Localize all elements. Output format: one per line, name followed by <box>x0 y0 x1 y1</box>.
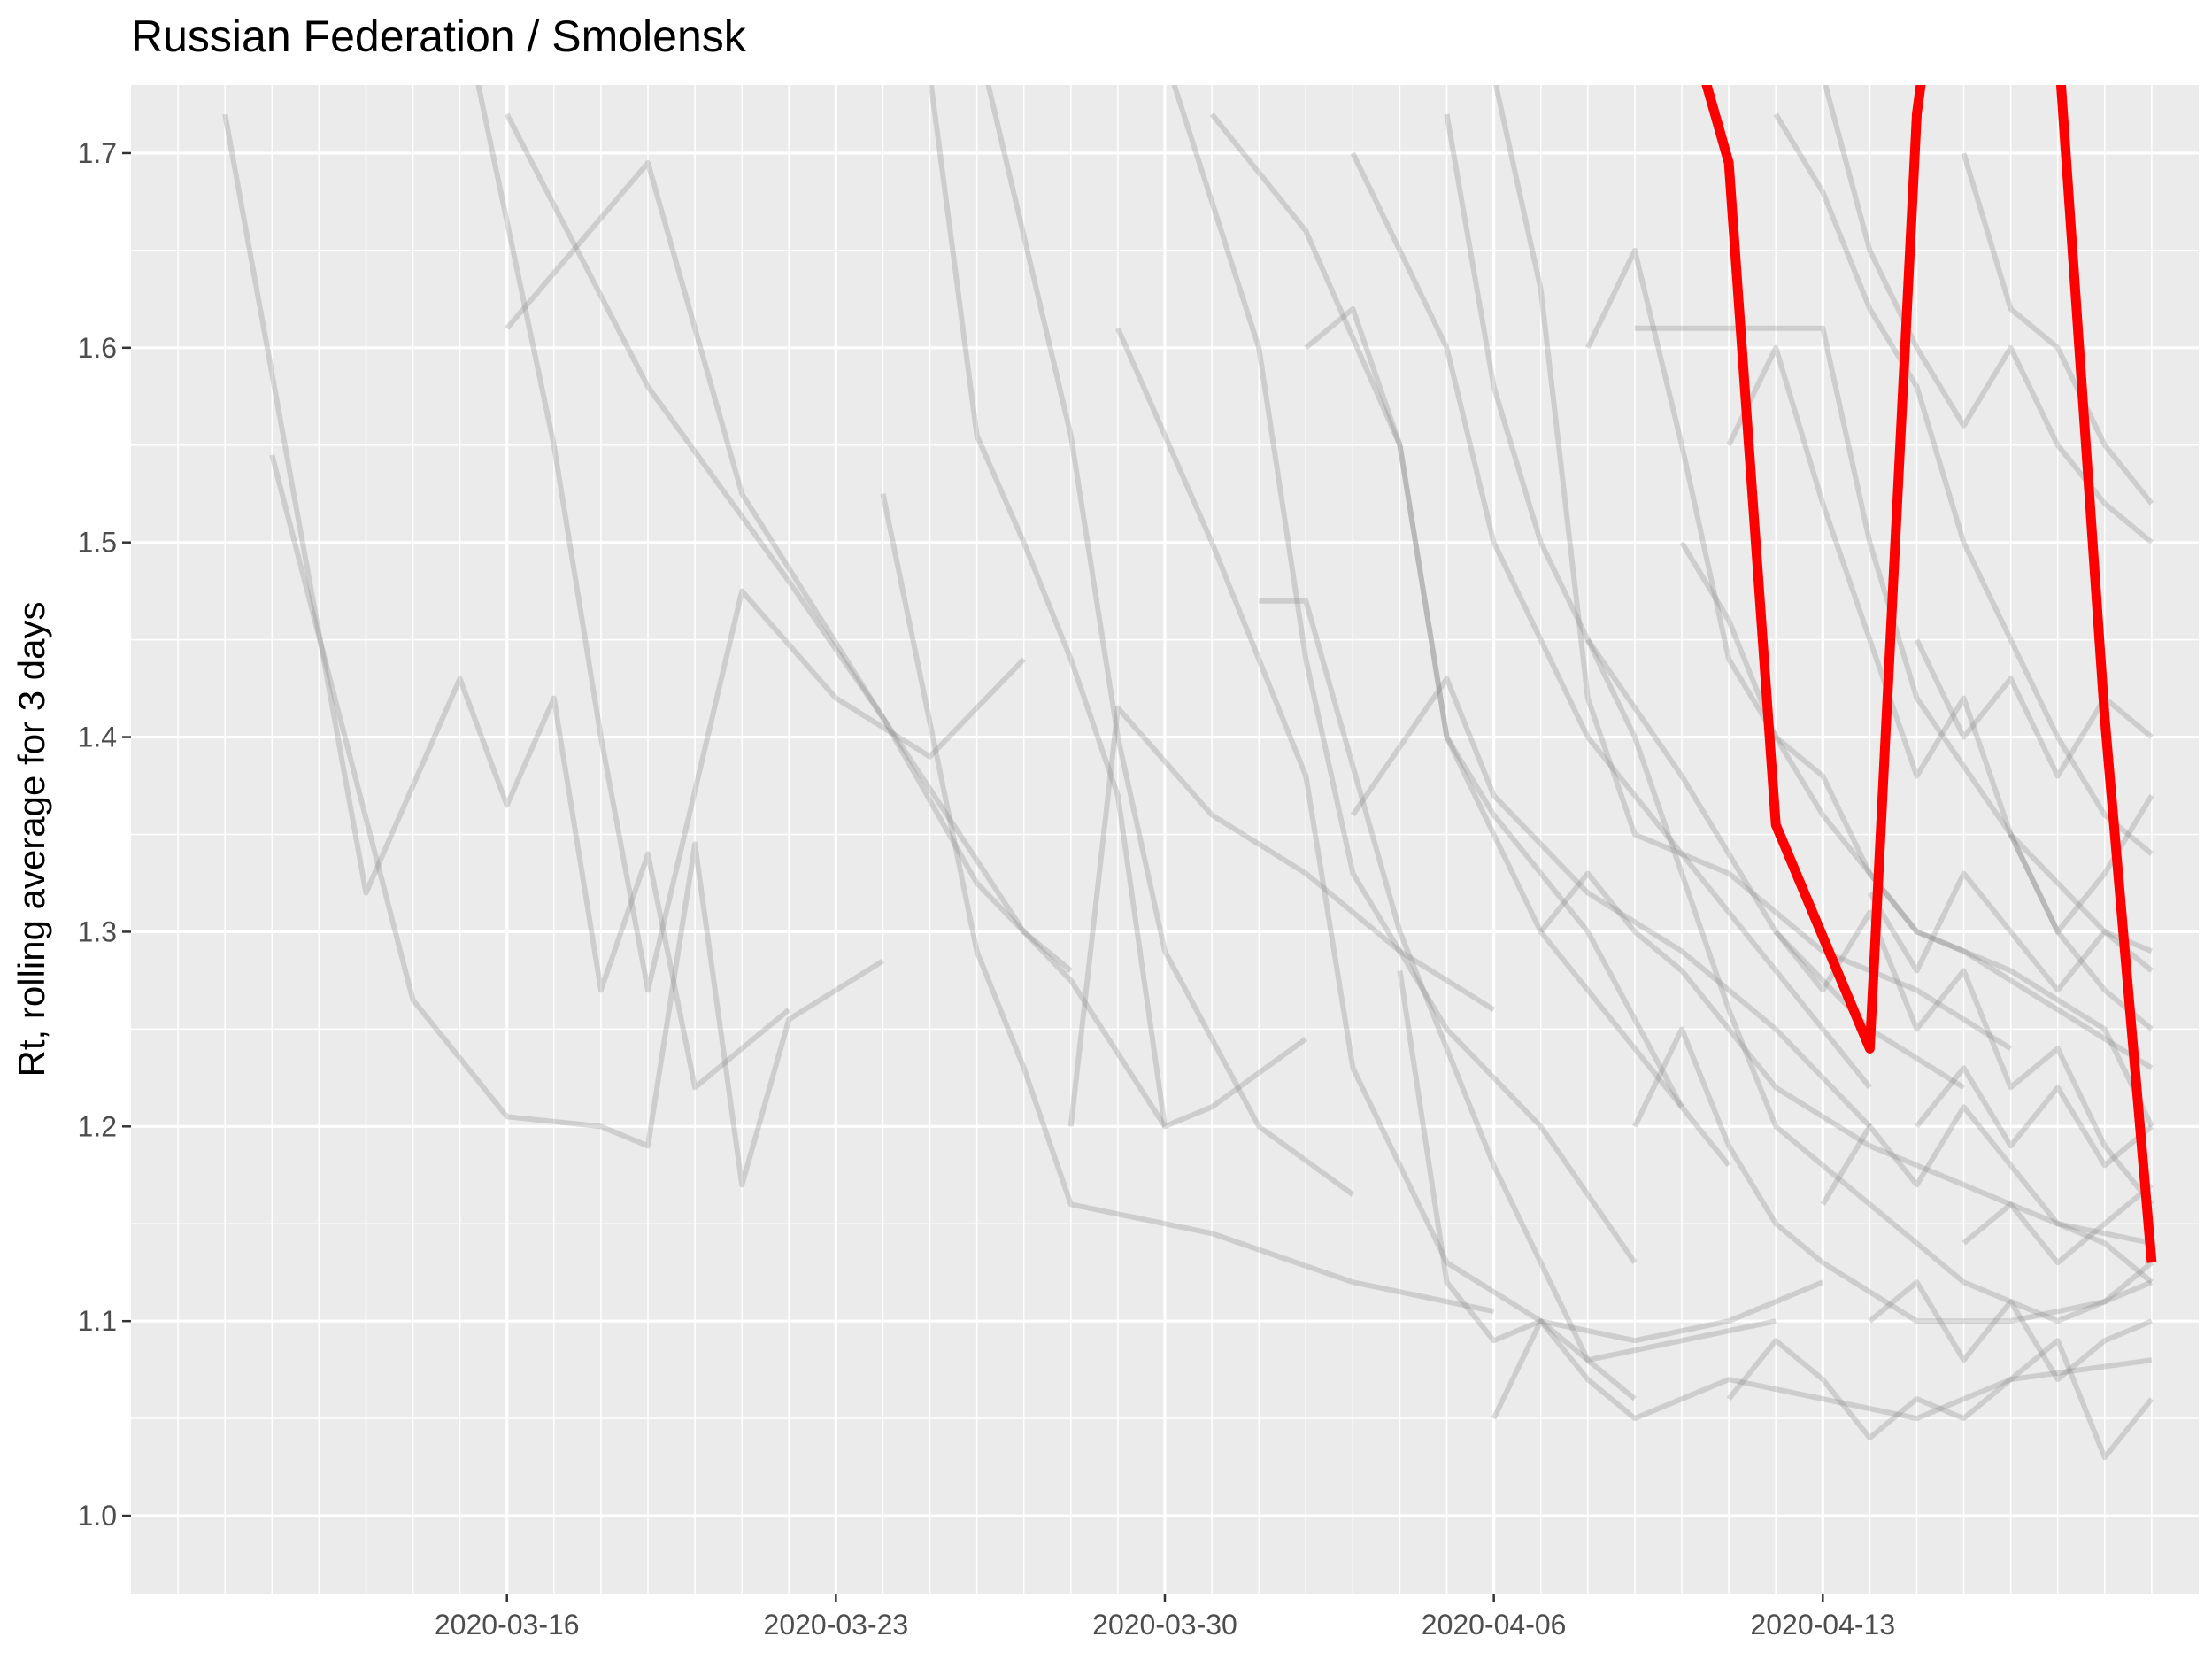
highlight-series-line <box>1701 85 2157 1263</box>
background-series-line <box>1304 305 1731 1168</box>
background-series-line <box>1679 541 2154 1070</box>
background-series-line <box>880 493 1495 1315</box>
y-tick-label: 1.7 <box>78 137 117 169</box>
background-series-line <box>1350 151 1872 1090</box>
y-tick-label: 1.1 <box>78 1305 117 1337</box>
background-series-line <box>1538 870 2153 1247</box>
background-series-line <box>985 85 1355 1197</box>
background-series-line <box>1491 1318 2153 1422</box>
background-series-line <box>1726 1338 2154 1461</box>
y-tick-label: 1.2 <box>78 1110 117 1142</box>
x-tick-label: 2020-03-23 <box>764 1609 909 1641</box>
y-tick-label: 1.4 <box>78 722 117 753</box>
background-series-line <box>1259 598 1777 1363</box>
background-series-group <box>222 85 2154 1461</box>
background-series-line <box>1492 85 2013 1051</box>
background-series-line <box>505 112 1073 973</box>
background-series-line <box>1823 85 2154 545</box>
y-tick-label: 1.5 <box>78 527 117 559</box>
y-tick-label: 1.3 <box>78 915 117 947</box>
background-series-line <box>1585 638 2154 1324</box>
background-series-line <box>1773 112 2154 856</box>
background-series-line <box>1726 344 2154 1031</box>
y-tick-label: 1.6 <box>78 332 117 364</box>
y-axis-ticks: 1.0 1.1 1.2 1.3 1.4 1.5 1.6 1.7 <box>78 137 131 1532</box>
background-series-line <box>1115 327 1637 1401</box>
major-gridlines <box>131 85 2199 1594</box>
background-series-line <box>1397 969 1824 1344</box>
background-series-line <box>1067 705 1496 1127</box>
background-series-line <box>1632 1026 2154 1324</box>
x-tick-label: 2020-03-16 <box>435 1609 580 1641</box>
x-tick-label: 2020-04-13 <box>1750 1609 1895 1641</box>
background-series-line <box>1962 1182 2154 1266</box>
background-series-line <box>1868 1279 2154 1383</box>
background-series-line <box>1585 247 2154 1128</box>
y-axis-label: Rt, rolling average for 3 days <box>11 602 52 1077</box>
background-series-line <box>1209 112 1684 1108</box>
background-series-line <box>505 159 1168 1128</box>
x-tick-label: 2020-03-30 <box>1092 1609 1237 1641</box>
background-series-line <box>1914 638 2154 779</box>
background-series-line <box>1915 1065 2154 1169</box>
chart-title: Russian Federation / Smolensk <box>131 12 747 61</box>
x-axis-ticks: 2020-03-16 2020-03-23 2020-03-30 2020-04-06… <box>435 1594 1895 1641</box>
x-tick-label: 2020-04-06 <box>1422 1609 1567 1641</box>
background-series-line <box>1171 85 1638 1264</box>
y-tick-label: 1.0 <box>78 1500 117 1532</box>
highlight-series-group <box>1701 85 2157 1263</box>
background-series-line <box>269 454 885 1188</box>
background-series-line <box>928 85 1308 1130</box>
background-series-line <box>222 113 791 1091</box>
background-series-line <box>1350 676 1872 1129</box>
background-series-line <box>1867 870 2154 993</box>
background-series-line <box>1961 152 2154 506</box>
background-series-line <box>475 85 1026 993</box>
background-series-line <box>1820 1104 2154 1285</box>
background-series-line <box>2008 793 2154 935</box>
